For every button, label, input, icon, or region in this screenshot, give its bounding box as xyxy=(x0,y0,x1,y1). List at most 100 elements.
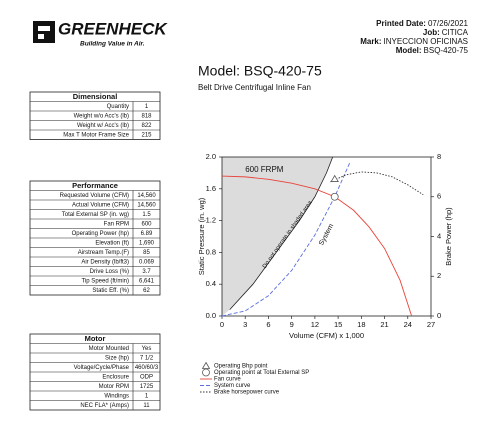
row-label: Airstream Temp.(F) xyxy=(78,250,129,256)
row-label: Total External SP (in. wg) xyxy=(62,212,129,218)
x-tick-label: 3 xyxy=(243,320,247,329)
row-value: 1725 xyxy=(140,384,154,390)
row-value: 1 xyxy=(145,393,149,399)
y-axis-label: Static Pressure (in. wg) xyxy=(197,197,206,275)
x-tick-label: 18 xyxy=(357,320,365,329)
x-tick-label: 12 xyxy=(311,320,319,329)
row-value: 3.7 xyxy=(142,269,151,275)
info-value: BSQ-420-75 xyxy=(424,46,469,55)
x-tick-label: 15 xyxy=(334,320,342,329)
legend-marker xyxy=(202,368,210,377)
row-value: 0.069 xyxy=(139,259,155,265)
info-label: Printed Date: xyxy=(376,19,426,28)
row-label: Requested Volume (CFM) xyxy=(60,193,129,199)
row-label: Operating Power (hp) xyxy=(72,231,129,237)
row-label: Tip Speed (ft/min) xyxy=(82,278,129,284)
operating-point xyxy=(330,192,339,201)
row-value: 460/60/3 xyxy=(135,365,159,371)
y-tick-label: 2.0 xyxy=(206,152,216,161)
legend-label: Operating Bhp point xyxy=(214,364,268,370)
row-value: 822 xyxy=(141,123,152,129)
row-label: Windings xyxy=(104,393,129,399)
table-border xyxy=(29,91,161,140)
x-tick-label: 9 xyxy=(290,320,294,329)
row-value: 600 xyxy=(141,221,152,227)
row-value: 6.89 xyxy=(141,231,153,237)
table-title: Dimensional xyxy=(73,92,118,101)
series-line xyxy=(330,171,424,196)
row-label: Voltage/Cycle/Phase xyxy=(74,365,130,371)
logo-icon-cut xyxy=(38,26,50,31)
row-value: 14,560 xyxy=(137,193,156,199)
shaded-area-fill xyxy=(222,157,333,316)
row-label: Elevation (ft) xyxy=(95,240,129,246)
logo: GREENHECK Building Value in Air. xyxy=(33,19,168,48)
row-value: 7 1/2 xyxy=(140,355,154,361)
row-label: Fan RPM xyxy=(104,221,129,227)
fan-label: 600 FRPM xyxy=(245,165,284,174)
y-tick-label: 0.4 xyxy=(206,279,216,288)
logo-icon-cut xyxy=(38,34,44,39)
row-value: 85 xyxy=(143,250,150,256)
x-tick-label: 21 xyxy=(380,320,388,329)
legend-label: Brake horsepower curve xyxy=(214,390,280,396)
legend-label: Operating point at Total External SP xyxy=(214,370,309,376)
table-title: Performance xyxy=(72,181,118,190)
shaded-area-boundary xyxy=(229,156,334,310)
row-label: NEC FLA* (Amps) xyxy=(80,403,129,409)
x-axis-label: Volume (CFM) x 1,000 xyxy=(289,331,364,340)
info-label: Mark: xyxy=(360,37,381,46)
row-value: 1,690 xyxy=(139,240,155,246)
row-label: Enclosure xyxy=(102,374,129,380)
row-value: 6,641 xyxy=(139,278,155,284)
y-tick-label: 1.2 xyxy=(206,216,216,225)
row-label: Weight w/ Acc's (lb) xyxy=(77,123,129,129)
row-label: Max T Motor Frame Size xyxy=(63,132,129,138)
operating-point xyxy=(330,174,339,182)
y2-tick-label: 6 xyxy=(437,192,441,201)
row-value: 62 xyxy=(143,288,150,294)
row-label: Motor RPM xyxy=(99,384,129,390)
row-label: Motor Mounted xyxy=(89,346,129,352)
row-label: Actual Volume (CFM) xyxy=(72,202,129,208)
row-value: 818 xyxy=(141,113,152,119)
row-value: 215 xyxy=(141,132,152,138)
legend-label: System curve xyxy=(214,383,251,389)
row-value: 14,560 xyxy=(137,202,156,208)
y-tick-label: 0.0 xyxy=(206,311,216,320)
row-label: Static Eff. (%) xyxy=(92,288,129,294)
y2-tick-label: 8 xyxy=(437,152,441,161)
doc-title: Model: BSQ-420-75 xyxy=(198,63,322,79)
legend-label: Fan curve xyxy=(214,377,241,383)
info-value: 07/26/2021 xyxy=(428,19,469,28)
row-value: 11 xyxy=(143,403,150,409)
x-tick-label: 24 xyxy=(404,320,412,329)
info-value: INYECCION OFICINAS xyxy=(384,37,468,46)
x-tick-label: 0 xyxy=(220,320,224,329)
doc-subtitle: Belt Drive Centrifugal Inline Fan xyxy=(198,83,311,92)
y2-tick-label: 0 xyxy=(437,311,441,320)
x-tick-label: 6 xyxy=(266,320,270,329)
logo-text: GREENHECK xyxy=(58,19,168,38)
info-label: Job: xyxy=(423,28,440,37)
y-tick-label: 0.8 xyxy=(206,247,216,256)
info-label: Model: xyxy=(396,46,422,55)
legend-marker xyxy=(201,361,211,369)
row-value: Yes xyxy=(142,346,152,352)
y-tick-label: 1.6 xyxy=(206,184,216,193)
table-title: Motor xyxy=(85,334,106,343)
row-value: 1 xyxy=(145,104,149,110)
y2-tick-label: 2 xyxy=(437,271,441,280)
logo-icon xyxy=(33,21,55,43)
row-label: Drive Loss (%) xyxy=(90,269,129,275)
x-tick-label: 27 xyxy=(427,320,435,329)
y2-axis-label: Brake Power (hp) xyxy=(444,207,453,266)
tagline: Building Value in Air. xyxy=(80,41,145,48)
row-label: Air Density (lb/ft3) xyxy=(81,259,129,265)
row-label: Size (hp) xyxy=(105,355,129,361)
row-label: Quantity xyxy=(107,104,129,110)
row-label: Weight w/o Acc's (lb) xyxy=(74,113,129,119)
row-value: 1.5 xyxy=(142,212,151,218)
y2-tick-label: 4 xyxy=(437,231,441,240)
